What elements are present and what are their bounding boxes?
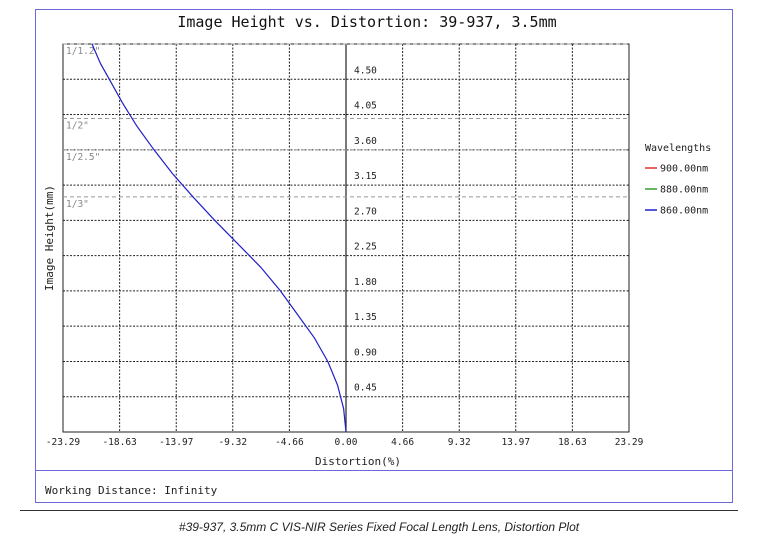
legend-entry: 880.00nm: [660, 185, 708, 196]
chart-title: Image Height vs. Distortion: 39-937, 3.5…: [177, 13, 556, 31]
x-tick-label: -18.63: [102, 437, 136, 448]
x-tick-label: 0.00: [335, 437, 358, 448]
plot-frame: [35, 9, 733, 503]
x-tick-label: 13.97: [501, 437, 530, 448]
working-distance-label: Working Distance: Infinity: [45, 484, 218, 497]
y-tick-label: 1.80: [354, 277, 377, 288]
y-tick-label: 0.45: [354, 383, 377, 394]
y-tick-label: 4.50: [354, 65, 377, 76]
y-tick-label: 3.15: [354, 171, 377, 182]
x-tick-label: -23.29: [46, 437, 81, 448]
legend-title: Wavelengths: [645, 143, 711, 154]
series-line-860.00nm: [91, 43, 347, 433]
x-tick-label: 9.32: [448, 437, 471, 448]
x-tick-label: -4.66: [275, 437, 304, 448]
y-tick-label: 2.70: [354, 206, 377, 217]
y-tick-label: 1.35: [354, 312, 377, 323]
y-tick-label: 0.90: [354, 347, 377, 358]
x-tick-label: -9.32: [218, 437, 247, 448]
caption-divider: [20, 510, 738, 511]
legend-entry: 860.00nm: [660, 206, 708, 217]
x-axis-label: Distortion(%): [315, 455, 401, 468]
sensor-marker-label: 1/1.2": [66, 46, 100, 57]
sensor-marker-label: 1/2.5": [66, 152, 100, 163]
x-tick-label: 18.63: [558, 437, 587, 448]
sensor-marker-label: 1/2": [66, 120, 89, 131]
legend-entry: 900.00nm: [660, 164, 708, 175]
y-tick-label: 4.05: [354, 101, 377, 112]
x-tick-label: 23.29: [615, 437, 644, 448]
y-tick-label: 2.25: [354, 242, 377, 253]
x-tick-label: -13.97: [159, 437, 193, 448]
figure-caption: #39-937, 3.5mm C VIS-NIR Series Fixed Fo…: [178, 520, 580, 534]
y-axis-label: Image Height(mm): [43, 185, 56, 291]
x-tick-label: 4.66: [391, 437, 414, 448]
footer-divider: [35, 470, 733, 471]
y-tick-label: 3.60: [354, 136, 377, 147]
sensor-marker-label: 1/3": [66, 199, 89, 210]
